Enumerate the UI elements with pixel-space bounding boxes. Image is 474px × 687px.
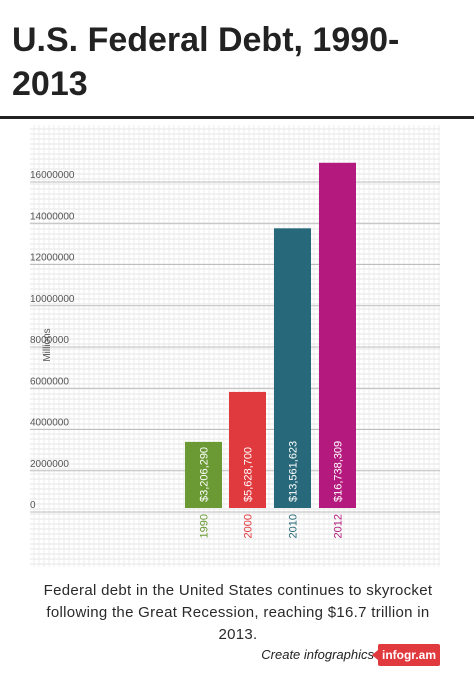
x-tick-label: 2010 [288,514,300,538]
create-infographics-link[interactable]: Create infographics [261,647,374,662]
x-tick-label: 2012 [333,514,345,538]
x-tick-label: 1990 [199,514,211,538]
bar-2010 [274,228,311,508]
bar-chart: 0 2000000 4000000 6000000 8000000 10000000 120… [30,125,440,567]
bar-1990 [185,441,222,508]
page-title: U.S. Federal Debt, 1990-2013 [12,21,400,103]
chart-description: Federal debt in the United States contin… [43,582,433,643]
y-axis-ticks: 0 2000000 4000000 6000000 8000000 10000000 120… [30,170,440,513]
y-tick-label: 12000000 [30,253,75,264]
title-divider [0,116,474,119]
bars: $3,206,290 $5,628,700 $13,561,623 $16,738,3… [185,162,356,508]
y-tick-label: 10000000 [30,294,75,305]
y-tick-label: 14000000 [30,211,75,222]
bar-2012 [319,162,356,508]
y-tick-label: 2000000 [30,459,69,470]
y-tick-label: 6000000 [30,376,69,387]
y-tick-label: 16000000 [30,170,75,181]
bar-2000 [229,391,266,508]
y-tick-label: 0 [30,500,36,511]
y-axis-label: Millions [42,328,53,361]
chart-area: 0 2000000 4000000 6000000 8000000 10000000 120… [30,125,440,567]
bar-value-label: $13,561,623 [288,441,300,502]
bar-value-label: $16,738,309 [333,441,345,502]
y-tick-label: 8000000 [30,335,69,346]
x-tick-label: 2000 [243,514,255,538]
x-axis-ticks: 1990 2000 2010 2012 [199,514,345,538]
bar-value-label: $5,628,700 [243,447,255,502]
bar-value-label: $3,206,290 [199,447,211,502]
y-tick-label: 4000000 [30,418,69,429]
brand-logo[interactable]: infogr.am [372,644,440,666]
